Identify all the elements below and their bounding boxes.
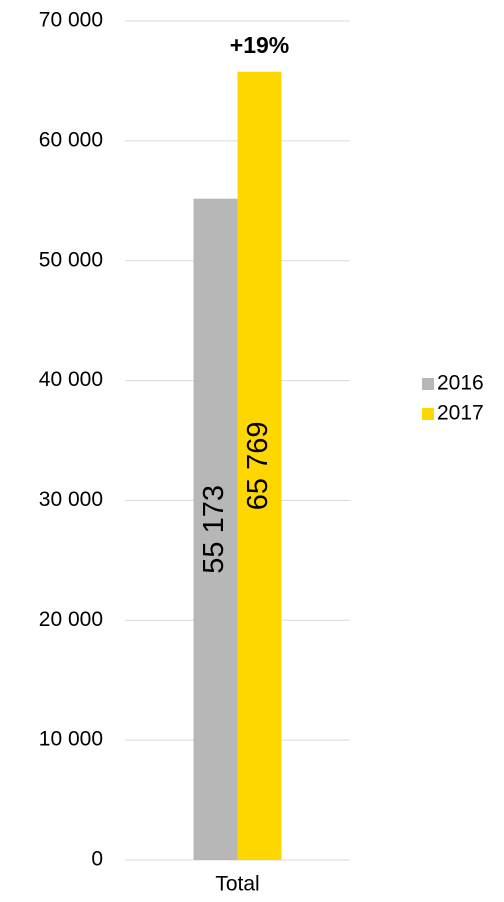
legend-label: 2017 [437, 402, 484, 425]
bar [237, 71, 282, 861]
bar [193, 198, 238, 861]
legend-swatch [422, 378, 434, 390]
value-label: 55 173 [198, 485, 230, 574]
y-tick-label: 20 000 [39, 608, 103, 631]
legend-swatch [422, 408, 434, 420]
y-tick-label: 60 000 [39, 128, 103, 151]
y-tick-label: 50 000 [39, 248, 103, 271]
y-tick-label: 10 000 [39, 728, 103, 751]
value-label: 65 769 [242, 422, 274, 511]
y-tick-label: 0 [91, 848, 103, 871]
legend-label: 2016 [437, 372, 484, 395]
y-tick-label: 40 000 [39, 368, 103, 391]
annotation: +19% [230, 32, 289, 58]
x-tick-label: Total [215, 873, 259, 896]
y-tick-label: 30 000 [39, 488, 103, 511]
y-tick-label: 70 000 [39, 9, 103, 32]
